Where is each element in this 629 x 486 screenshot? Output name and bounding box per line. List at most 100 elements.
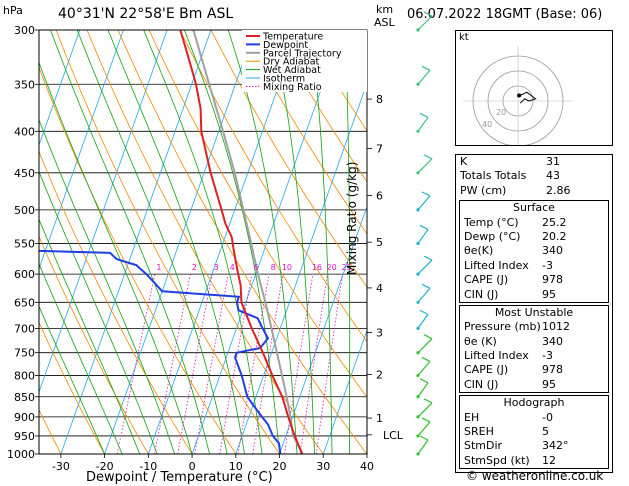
hodograph-ring-label: 20 (496, 108, 506, 117)
temperature-tick-label: 10 (229, 460, 243, 473)
wet-adiabat-line (227, 30, 298, 454)
legend-background (242, 30, 367, 92)
pressure-tick-label: 850 (14, 391, 35, 404)
hodograph-title: Hodograph (503, 396, 565, 410)
unstable-row-label: CAPE (J) (464, 363, 509, 377)
indices-row-label: K (460, 155, 468, 168)
wet-adiabat-line (39, 218, 140, 454)
surface-row-label: Dewp (°C) (464, 229, 521, 243)
dry-adiabat-line (614, 30, 629, 454)
isotherm-line (191, 30, 343, 454)
unstable-row-value: 1012 (542, 320, 570, 334)
wet-adiabat-line (39, 262, 123, 454)
parcel-trajectory-line (192, 30, 304, 454)
mixing-ratio-label: 6 (253, 263, 258, 272)
hodograph_table-row: StmSpd (kt) 12 (460, 454, 608, 468)
surface-row-label: Lifted Index (464, 258, 529, 272)
surface-title: Surface (513, 201, 555, 215)
indices-row-label: PW (cm) (460, 183, 507, 197)
mixing-ratio-line (237, 274, 270, 454)
pressure-tick-label: 400 (14, 125, 35, 138)
wet-adiabat-line (39, 170, 158, 454)
dry-adiabat-line (39, 66, 237, 454)
temperature-tick-label: 0 (189, 460, 196, 473)
dry-adiabat-line (39, 150, 193, 454)
indices-row: Totals Totals 43 (456, 169, 612, 183)
hodograph_table-row-label: StmDir (464, 439, 503, 453)
indices-row-label: Totals Totals (460, 169, 527, 183)
location-title: 40°31'N 22°58'E Bm ASL (58, 6, 234, 22)
mixing-ratio-line (252, 274, 284, 454)
hodograph_table-row-value: 12 (542, 453, 556, 467)
surface-row-label: CAPE (J) (464, 273, 509, 287)
pressure-tick-label: 650 (14, 296, 35, 309)
mixing-ratio-label: 20 (327, 263, 337, 272)
wind-barb-icon (416, 334, 433, 355)
wind-barb-icon (416, 255, 433, 276)
pressure-tick-label: 1000 (7, 448, 35, 461)
km-tick-label: 1 (376, 412, 383, 425)
unstable-row-label: θe (K) (464, 334, 497, 348)
wet-adiabat-line (310, 30, 333, 454)
surface-row: CIN (J) 95 (460, 288, 608, 302)
unstable-row: CAPE (J) 978 (460, 363, 608, 377)
legend-label: Temperature (262, 32, 323, 43)
most-unstable-title: Most Unstable (494, 305, 574, 319)
pressure-tick-label: 600 (14, 268, 35, 281)
legend-label: Wet Adiabat (263, 65, 321, 76)
mixing-ratio-label: 25 (342, 263, 352, 272)
hodograph_table-row: StmDir 342° (460, 439, 608, 453)
surface-section: Surface Temp (°C) 25.2 Dewp (°C) 20.2 θe(K) 3… (459, 200, 609, 303)
surface-row-value: 25.2 (542, 215, 567, 229)
legend-label: Dry Adiabat (263, 57, 320, 68)
unstable-row-value: -3 (542, 349, 553, 363)
km-tick-label: 6 (376, 190, 383, 203)
mixing-ratio-line (219, 274, 253, 454)
surface-row-value: 95 (542, 287, 556, 301)
wind-barb-icon (416, 309, 429, 330)
mixing-ratio-axis-title: Mixing Ratio (g/kg) (345, 161, 359, 275)
asl-label: ASL (374, 16, 395, 29)
legend-label: Dewpoint (263, 40, 308, 51)
dry-adiabat-line (39, 235, 149, 454)
isotherm-line (39, 30, 81, 147)
hodograph-section: Hodograph EH -0 SREH 5 StmDir 342° StmSpd (kt)… (459, 395, 609, 470)
wind-barb-icon (416, 154, 433, 175)
indices-row-value: 2.86 (546, 183, 571, 197)
dry-adiabat-line (39, 321, 105, 454)
km-tick-label: 2 (376, 369, 383, 382)
surface-row-label: θe(K) (464, 244, 494, 258)
dry-adiabat-line (117, 30, 367, 454)
hodograph-ring-label: 40 (482, 120, 492, 129)
wind-barb-icon (416, 224, 429, 246)
isotherm-line (147, 30, 299, 454)
surface-row-value: 978 (542, 273, 563, 287)
pressure-tick-label: 550 (14, 237, 35, 250)
unstable-row-value: 978 (542, 363, 563, 377)
isotherm-line (60, 30, 212, 454)
km-tick-label: 7 (376, 142, 383, 155)
indices-row-value: 43 (546, 169, 560, 183)
mixing-ratio-label: 16 (312, 263, 322, 272)
pressure-unit-label: hPa (3, 4, 23, 17)
dry-adiabat-line (210, 30, 367, 288)
km-tick-label: 8 (376, 93, 383, 106)
isotherm-line (279, 205, 367, 454)
hodograph_table-row: SREH 5 (460, 425, 608, 439)
dry-adiabat-line (148, 30, 367, 398)
wind-barb-icon (416, 11, 433, 32)
unstable-row-label: Lifted Index (464, 349, 529, 363)
mixing-ratio-line (154, 274, 191, 454)
indices-row: K 31 (456, 155, 612, 169)
temperature-tick-label: -20 (96, 460, 114, 473)
mixing-ratio-label: 2 (192, 263, 197, 272)
unstable-row-value: 340 (542, 334, 563, 348)
hodograph_table-row-value: -0 (542, 410, 553, 424)
temperature-tick-label: 40 (360, 460, 374, 473)
km-unit-label: km (376, 3, 394, 16)
wet-adiabat-line (39, 305, 105, 454)
km-tick-label: 5 (376, 236, 383, 249)
pressure-tick-label: 300 (14, 24, 35, 37)
wet-adiabat-line (107, 30, 245, 454)
